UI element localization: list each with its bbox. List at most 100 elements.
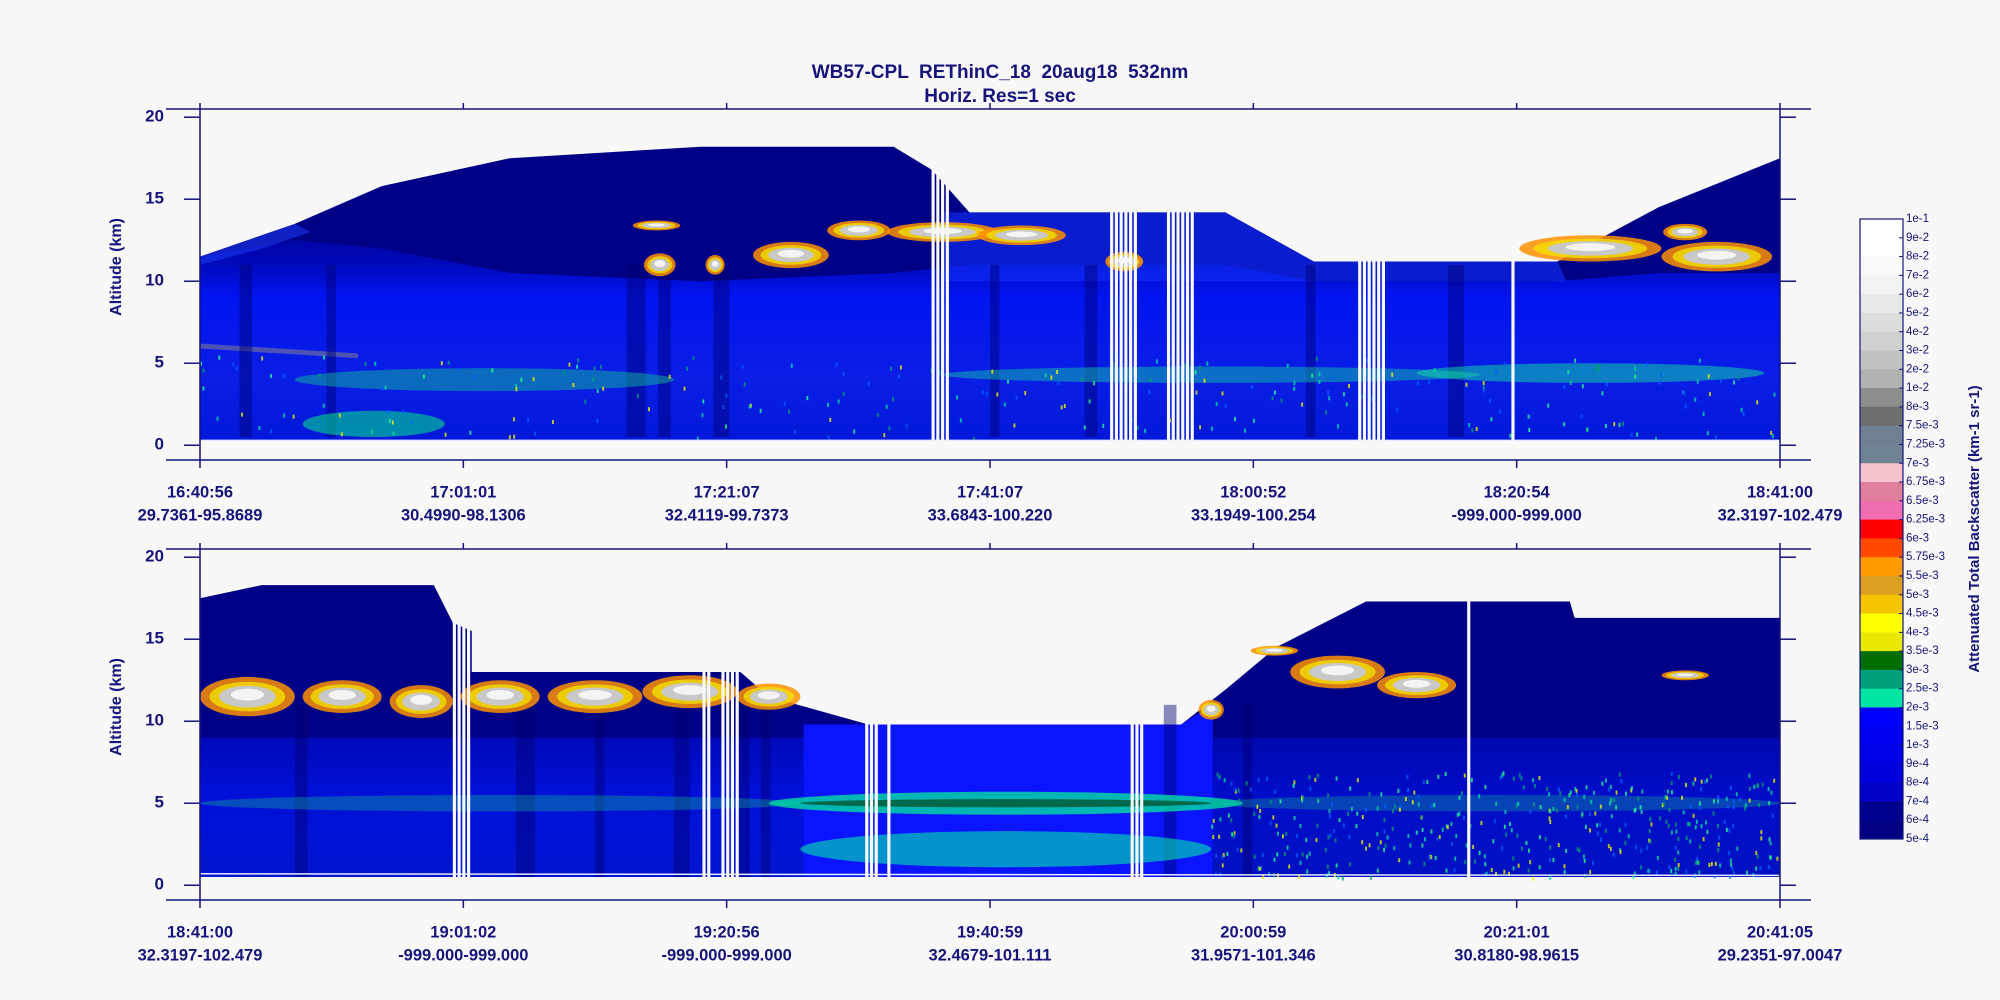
speckle (1769, 841, 1772, 846)
speckle (1468, 422, 1471, 428)
colorbar-swatch (1860, 632, 1903, 652)
colorbar-swatch (1860, 463, 1903, 483)
speckle (1618, 422, 1621, 427)
speckle (1618, 828, 1621, 833)
speckle (411, 420, 414, 425)
y-tick-label: 5 (155, 793, 164, 812)
speckle (1670, 869, 1673, 874)
speckle (1769, 855, 1772, 860)
speckle (788, 409, 791, 414)
speckle (600, 364, 603, 369)
speckle (1211, 426, 1213, 431)
speckle (232, 362, 235, 367)
colorbar-swatch (1860, 500, 1903, 521)
speckle (842, 391, 845, 396)
speckle (572, 382, 575, 388)
speckle (1670, 790, 1673, 795)
speckle (1556, 808, 1559, 813)
speckle (1527, 414, 1530, 419)
speckle (1478, 850, 1481, 856)
colorbar-tick-label: 7e-4 (1906, 795, 1930, 807)
speckle (1458, 795, 1461, 800)
speckle (472, 375, 475, 380)
speckle (1633, 871, 1636, 876)
speckle (1648, 869, 1651, 874)
speckle (1398, 858, 1401, 863)
speckle (883, 433, 886, 438)
speckle (1648, 838, 1651, 843)
data-gap (887, 549, 891, 900)
speckle (1341, 876, 1344, 881)
speckle (1271, 396, 1274, 401)
speckle (1646, 362, 1649, 367)
speckle (1355, 824, 1358, 829)
speckle (1492, 839, 1495, 844)
speckle (1044, 373, 1047, 378)
aerosol-layer (942, 366, 1480, 383)
speckle (1681, 795, 1683, 800)
speckle (636, 394, 639, 399)
colorbar-tick-label: 5e-4 (1906, 833, 1930, 845)
speckle (1338, 818, 1341, 823)
data-gap (721, 549, 725, 900)
speckle (1288, 864, 1291, 869)
speckle (1649, 839, 1652, 844)
speckle (1276, 852, 1279, 857)
speckle (1756, 854, 1759, 859)
speckle (1685, 782, 1687, 788)
x-tick-label: 19:20:56 (694, 923, 760, 941)
speckle (1732, 824, 1735, 829)
speckle (1413, 790, 1416, 795)
colorbar-tick-label: 1e-1 (1906, 213, 1929, 225)
colorbar-tick-label: 6e-4 (1906, 814, 1930, 826)
cloud (486, 690, 515, 700)
speckle (1552, 806, 1555, 811)
speckle (1634, 366, 1637, 371)
speckle (888, 426, 891, 431)
speckle (1589, 811, 1591, 817)
colorbar-swatch (1860, 519, 1903, 539)
speckle (1318, 379, 1321, 384)
colorbar-swatch (1860, 237, 1903, 258)
speckle (1445, 868, 1448, 873)
speckle (1485, 871, 1488, 876)
colorbar-tick-label: 4.5e-3 (1906, 608, 1939, 620)
speckle (1428, 379, 1431, 384)
speckle (1155, 359, 1158, 364)
speckle (1549, 875, 1552, 880)
speckle (384, 385, 387, 390)
speckle (1253, 811, 1256, 816)
speckle (1093, 381, 1096, 386)
colorbar-swatch (1860, 613, 1903, 633)
speckle (1273, 857, 1276, 862)
speckle (1407, 833, 1410, 839)
data-gap (1181, 109, 1185, 460)
speckle (1512, 866, 1515, 871)
speckle (1415, 830, 1418, 835)
speckle (1295, 833, 1298, 838)
speckle (1232, 833, 1235, 839)
speckle (1767, 786, 1770, 792)
data-gap (452, 549, 456, 900)
speckle (322, 403, 325, 408)
speckle (1465, 382, 1468, 387)
speckle (447, 360, 450, 365)
speckle (1756, 783, 1759, 788)
speckle (323, 355, 325, 360)
colorbar-tick-label: 2.5e-3 (1906, 683, 1939, 695)
speckle (1517, 863, 1520, 868)
speckle (1329, 814, 1331, 819)
colorbar-swatch (1860, 425, 1903, 445)
speckle (1698, 844, 1701, 849)
speckle (1613, 798, 1616, 803)
speckle (1574, 358, 1577, 363)
curtain-streak (737, 704, 750, 878)
speckle (1505, 832, 1508, 837)
speckle (380, 386, 383, 391)
speckle (1237, 788, 1240, 793)
speckle (1583, 858, 1586, 863)
speckle (1634, 845, 1637, 850)
speckle (1709, 774, 1712, 779)
speckle (1259, 866, 1262, 871)
speckle (1742, 411, 1745, 416)
